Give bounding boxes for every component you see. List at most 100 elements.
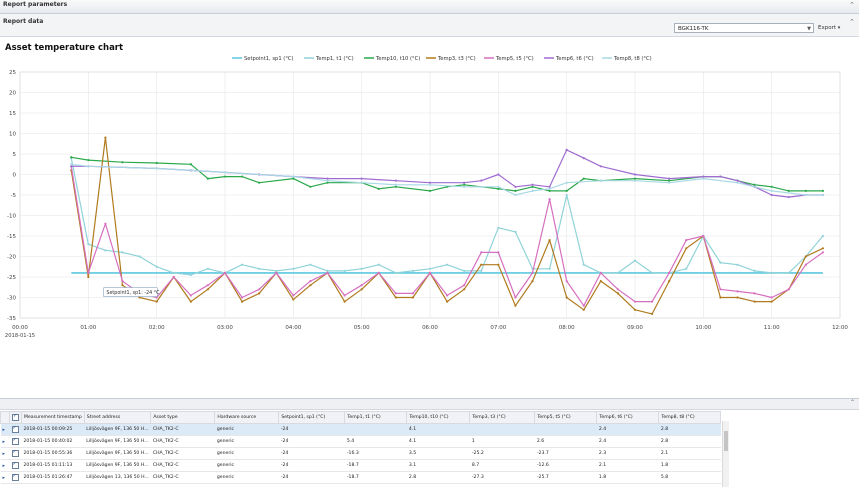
y-tick-label: -15	[7, 234, 16, 240]
series-point	[531, 183, 534, 186]
row-checkbox[interactable]	[11, 473, 19, 481]
row-select[interactable]	[9, 459, 22, 472]
table-cell: Lilljösvägen 13, 136 50 H...	[84, 471, 151, 484]
series-point	[821, 193, 825, 197]
row-select[interactable]	[9, 471, 22, 484]
column-header[interactable]: Temp10, t10 (°C)	[406, 411, 471, 424]
expand-icon[interactable]: ▸	[2, 426, 6, 433]
expand-icon[interactable]: ▸	[2, 450, 6, 457]
asset-selector[interactable]: BGK116-TK ▼	[674, 23, 814, 33]
table-cell: generic	[214, 471, 279, 484]
table-cell	[469, 423, 535, 436]
column-header[interactable]: Measurement timestamp	[21, 411, 85, 424]
row-checkbox[interactable]	[11, 425, 19, 433]
table-cell: 1.8	[658, 459, 721, 472]
x-tick-label: 03:00	[217, 325, 233, 331]
row-checkbox[interactable]	[11, 437, 19, 445]
row-select[interactable]	[9, 435, 22, 448]
series-point	[514, 296, 517, 299]
table-cell: 5.8	[658, 471, 721, 484]
series-point	[668, 177, 671, 180]
series-point	[445, 300, 449, 303]
row-expander[interactable]: ▸	[0, 447, 10, 460]
table-cell: -27.3	[469, 471, 535, 484]
table-cell: 2018-01-15 01:26:47	[21, 471, 85, 484]
tooltip-box	[103, 287, 158, 297]
collapse-chevron-icon[interactable]: ⌃	[849, 18, 855, 26]
y-tick-label: 0	[13, 173, 17, 179]
series-point	[514, 230, 517, 233]
row-select[interactable]	[9, 423, 22, 436]
report-data-bar: Report data ⌃	[0, 14, 859, 37]
series-point	[787, 271, 790, 274]
y-tick-label: 25	[9, 70, 16, 76]
table-cell: 4.1	[406, 435, 470, 448]
table-cell: 2018-01-15 00:55:36	[21, 447, 85, 460]
row-expander[interactable]: ▸	[0, 459, 10, 472]
series-point	[616, 292, 620, 295]
series-point	[189, 300, 192, 303]
series-point	[445, 294, 449, 297]
row-checkbox[interactable]	[11, 461, 19, 469]
series-point	[172, 271, 175, 274]
column-header[interactable]: Temp6, t6 (°C)	[596, 411, 660, 424]
series-point	[582, 263, 585, 266]
row-expander[interactable]: ▸	[0, 471, 10, 484]
legend-label: Temp5, t5 (°C)	[495, 56, 534, 62]
chart-title: Asset temperature chart	[5, 43, 124, 53]
table-cell: Lilljösvägen 9F, 136 50 H...	[84, 447, 151, 460]
series-point	[633, 300, 637, 303]
series-point	[275, 271, 278, 274]
series-point	[514, 193, 517, 197]
export-button[interactable]: Export ▾	[818, 23, 840, 33]
series-point	[223, 171, 227, 174]
expand-icon[interactable]: ▸	[2, 474, 6, 481]
table-cell: -24	[278, 447, 345, 460]
series-point	[582, 177, 585, 180]
collapse-chevron-icon[interactable]: ⌃	[849, 399, 855, 406]
row-expander[interactable]: ▸	[0, 423, 10, 436]
series-point	[480, 179, 483, 182]
series-point	[155, 265, 158, 268]
column-header[interactable]: Street address	[83, 411, 152, 424]
expand-icon[interactable]: ▸	[2, 462, 6, 469]
row-expander[interactable]: ▸	[0, 435, 10, 448]
column-header[interactable]: Setpoint1, sp1 (°C)	[278, 411, 346, 424]
series-point	[599, 271, 602, 274]
chart-grid	[19, 71, 841, 319]
select-all-checkbox[interactable]	[12, 413, 19, 421]
series-point	[599, 165, 602, 168]
y-tick-label: -5	[11, 193, 17, 199]
report-parameters-bar[interactable]: Report parameters ⌃	[0, 0, 859, 14]
column-header[interactable]: Temp3, t3 (°C)	[469, 411, 536, 424]
row-checkbox[interactable]	[11, 449, 19, 457]
series-point	[582, 157, 585, 160]
row-select[interactable]	[9, 447, 22, 460]
column-header[interactable]: Asset type	[150, 411, 216, 424]
table-scrollbar[interactable]	[722, 421, 729, 487]
x-date-label: 2018-01-15	[5, 333, 35, 339]
column-header[interactable]: Temp1, t1 (°C)	[344, 411, 408, 424]
series-point	[138, 296, 141, 299]
column-header[interactable]: Hardware source	[214, 411, 280, 424]
column-header[interactable]: Temp5, t5 (°C)	[534, 411, 598, 424]
series-point	[360, 177, 363, 180]
series-point	[172, 275, 175, 279]
column-header[interactable]: Temp8, t8 (°C)	[658, 411, 722, 424]
table-cell: -12.6	[534, 459, 597, 472]
series-point	[531, 271, 534, 274]
table-cell: 5.4	[344, 435, 407, 448]
series-point	[480, 269, 483, 272]
select-all-header[interactable]	[9, 411, 22, 424]
collapse-chevron-icon[interactable]: ⌃	[849, 1, 855, 9]
series-point	[736, 179, 739, 182]
expand-icon[interactable]: ▸	[2, 438, 6, 445]
table-scrollbar-thumb[interactable]	[724, 431, 728, 451]
series-point	[309, 263, 312, 266]
